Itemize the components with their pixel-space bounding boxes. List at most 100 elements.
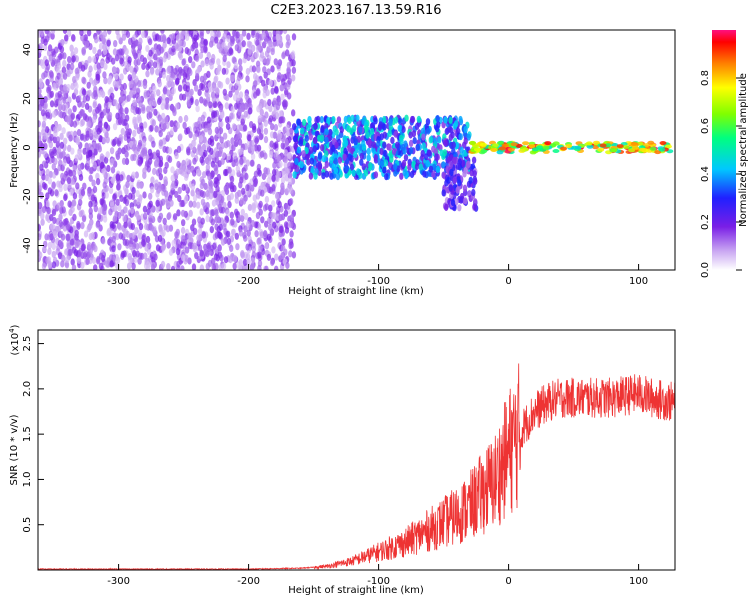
heatmap-cell xyxy=(177,194,182,203)
heatmap-cell xyxy=(225,122,231,130)
heatmap-cell xyxy=(264,220,269,228)
heatmap-cell xyxy=(208,192,214,200)
heatmap-cell xyxy=(304,134,309,142)
heatmap-cell xyxy=(442,149,447,157)
heatmap-cell xyxy=(379,160,385,168)
heatmap-cell xyxy=(358,126,363,134)
heatmap-cell xyxy=(135,250,140,258)
heatmap-cell xyxy=(58,219,63,228)
heatmap-cell xyxy=(469,140,476,145)
heatmap-cell xyxy=(113,40,118,48)
heatmap-cell xyxy=(48,70,54,78)
heatmap-cell xyxy=(103,101,109,109)
heatmap-cell xyxy=(244,265,249,270)
heatmap-cell xyxy=(224,102,229,110)
heatmap-cell xyxy=(38,131,42,139)
heatmap-cell xyxy=(51,208,57,216)
heatmap-cell xyxy=(211,53,216,62)
heatmap-cell xyxy=(452,156,457,164)
heatmap-cell xyxy=(145,70,150,78)
heatmap-cell xyxy=(257,264,262,270)
heatmap-cell xyxy=(268,151,274,159)
heatmap-cell xyxy=(132,99,137,107)
heatmap-cell xyxy=(170,81,175,89)
heatmap-cell xyxy=(474,147,481,152)
heatmap-cell xyxy=(73,47,79,55)
heatmap-cell xyxy=(225,209,230,217)
heatmap-cell xyxy=(262,100,267,108)
colorbar-tick-label: 0.0 xyxy=(700,262,711,278)
figure-title: C2E3.2023.167.13.59.R16 xyxy=(270,3,441,18)
heatmap-cell xyxy=(155,149,161,157)
heatmap-cell xyxy=(248,107,253,115)
heatmap-cell xyxy=(326,116,331,124)
heatmap-cell xyxy=(50,32,55,40)
heatmap-cell xyxy=(451,141,456,149)
heatmap-cell xyxy=(391,147,397,156)
heatmap-cell xyxy=(268,223,273,232)
heatmap-cell xyxy=(373,117,378,125)
heatmap-cell xyxy=(128,242,134,251)
heatmap-cell xyxy=(217,244,222,252)
heatmap-cell xyxy=(182,121,187,129)
heatmap-cell xyxy=(271,184,276,192)
heatmap-cell xyxy=(250,256,256,264)
heatmap-cell xyxy=(38,93,43,102)
heatmap-cell xyxy=(234,208,239,216)
heatmap-cell xyxy=(66,223,71,231)
heatmap-cell xyxy=(201,143,207,151)
heatmap-cell xyxy=(218,146,223,154)
heatmap-cell xyxy=(258,245,263,253)
heatmap-cell xyxy=(158,160,163,168)
heatmap-cell xyxy=(120,250,126,258)
heatmap-cell xyxy=(75,239,80,247)
heatmap-cell xyxy=(247,47,252,55)
heatmap-cell xyxy=(283,209,289,217)
heatmap-cell xyxy=(63,34,69,42)
heatmap-cell xyxy=(259,150,265,158)
heatmap-cell xyxy=(239,173,244,181)
heatmap-cell xyxy=(190,165,195,173)
heatmap-cell xyxy=(148,217,153,225)
heatmap-cell xyxy=(49,133,54,141)
heatmap-cell xyxy=(142,205,148,213)
heatmap-cell xyxy=(184,246,190,254)
heatmap-cell xyxy=(45,78,50,86)
heatmap-cell xyxy=(87,56,92,64)
heatmap-cell xyxy=(198,51,204,60)
heatmap-cell xyxy=(270,123,275,131)
heatmap-cell xyxy=(435,125,440,133)
heatmap-cell xyxy=(176,239,181,247)
heatmap-cell xyxy=(169,120,174,128)
heatmap-cell xyxy=(167,147,173,155)
heatmap-cell xyxy=(58,78,63,86)
heatmap-cell xyxy=(162,55,167,63)
heatmap-cell xyxy=(125,128,130,136)
heatmap-cell xyxy=(243,102,249,110)
heatmap-cell xyxy=(226,61,231,69)
heatmap-cell xyxy=(263,127,269,135)
heatmap-cell xyxy=(192,133,198,141)
heatmap-cell xyxy=(79,30,84,36)
heatmap-cell xyxy=(389,155,394,163)
heatmap-cell xyxy=(190,183,195,191)
heatmap-cell xyxy=(62,137,68,145)
heatmap-cell xyxy=(251,30,256,36)
heatmap-cell xyxy=(450,198,456,207)
heatmap-cell xyxy=(272,168,277,177)
heatmap-cell xyxy=(280,84,285,92)
heatmap-cell xyxy=(199,156,204,164)
heatmap-cell xyxy=(109,260,114,268)
heatmap-cell xyxy=(393,163,398,171)
heatmap-cell xyxy=(272,221,277,229)
heatmap-cell xyxy=(193,41,199,49)
heatmap-cell xyxy=(158,96,163,104)
heatmap-cell xyxy=(95,143,100,151)
heatmap-cell xyxy=(278,160,283,168)
heatmap-cell xyxy=(48,141,53,149)
heatmap-cell xyxy=(585,141,593,146)
heatmap-cell xyxy=(319,116,324,124)
heatmap-cell xyxy=(147,202,152,210)
heatmap-cell xyxy=(115,80,120,88)
heatmap-cell xyxy=(87,89,92,97)
